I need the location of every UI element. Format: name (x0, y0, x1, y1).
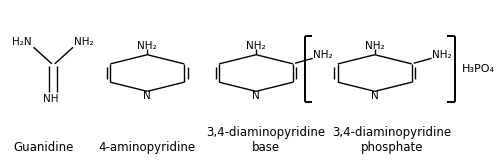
Text: 3,4-diaminopyridine
base: 3,4-diaminopyridine base (206, 126, 326, 154)
Text: 4-aminopyridine: 4-aminopyridine (98, 141, 196, 154)
Text: NH₂: NH₂ (246, 41, 266, 51)
Text: NH₂: NH₂ (74, 37, 94, 47)
Text: NH₂: NH₂ (365, 41, 384, 51)
Text: NH₂: NH₂ (314, 50, 333, 60)
Text: N: N (371, 91, 378, 101)
Text: NH₂: NH₂ (432, 50, 452, 60)
Text: N: N (144, 91, 151, 101)
Text: NH₂: NH₂ (138, 41, 157, 51)
Text: N: N (252, 91, 260, 101)
Text: H₂N: H₂N (12, 37, 32, 47)
Text: 3,4-diaminopyridine
phosphate: 3,4-diaminopyridine phosphate (332, 126, 452, 154)
Text: H₃PO₄: H₃PO₄ (462, 64, 495, 74)
Text: NH: NH (43, 93, 59, 104)
Text: Guanidine: Guanidine (13, 141, 74, 154)
